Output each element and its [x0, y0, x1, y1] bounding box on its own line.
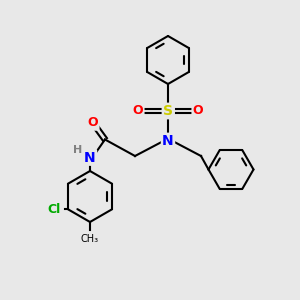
- Text: N: N: [162, 134, 174, 148]
- Text: O: O: [133, 104, 143, 118]
- Text: N: N: [84, 151, 96, 164]
- Text: Cl: Cl: [48, 203, 61, 216]
- Text: O: O: [193, 104, 203, 118]
- Text: O: O: [88, 116, 98, 130]
- Text: H: H: [74, 145, 82, 155]
- Text: S: S: [163, 104, 173, 118]
- Text: CH₃: CH₃: [81, 234, 99, 244]
